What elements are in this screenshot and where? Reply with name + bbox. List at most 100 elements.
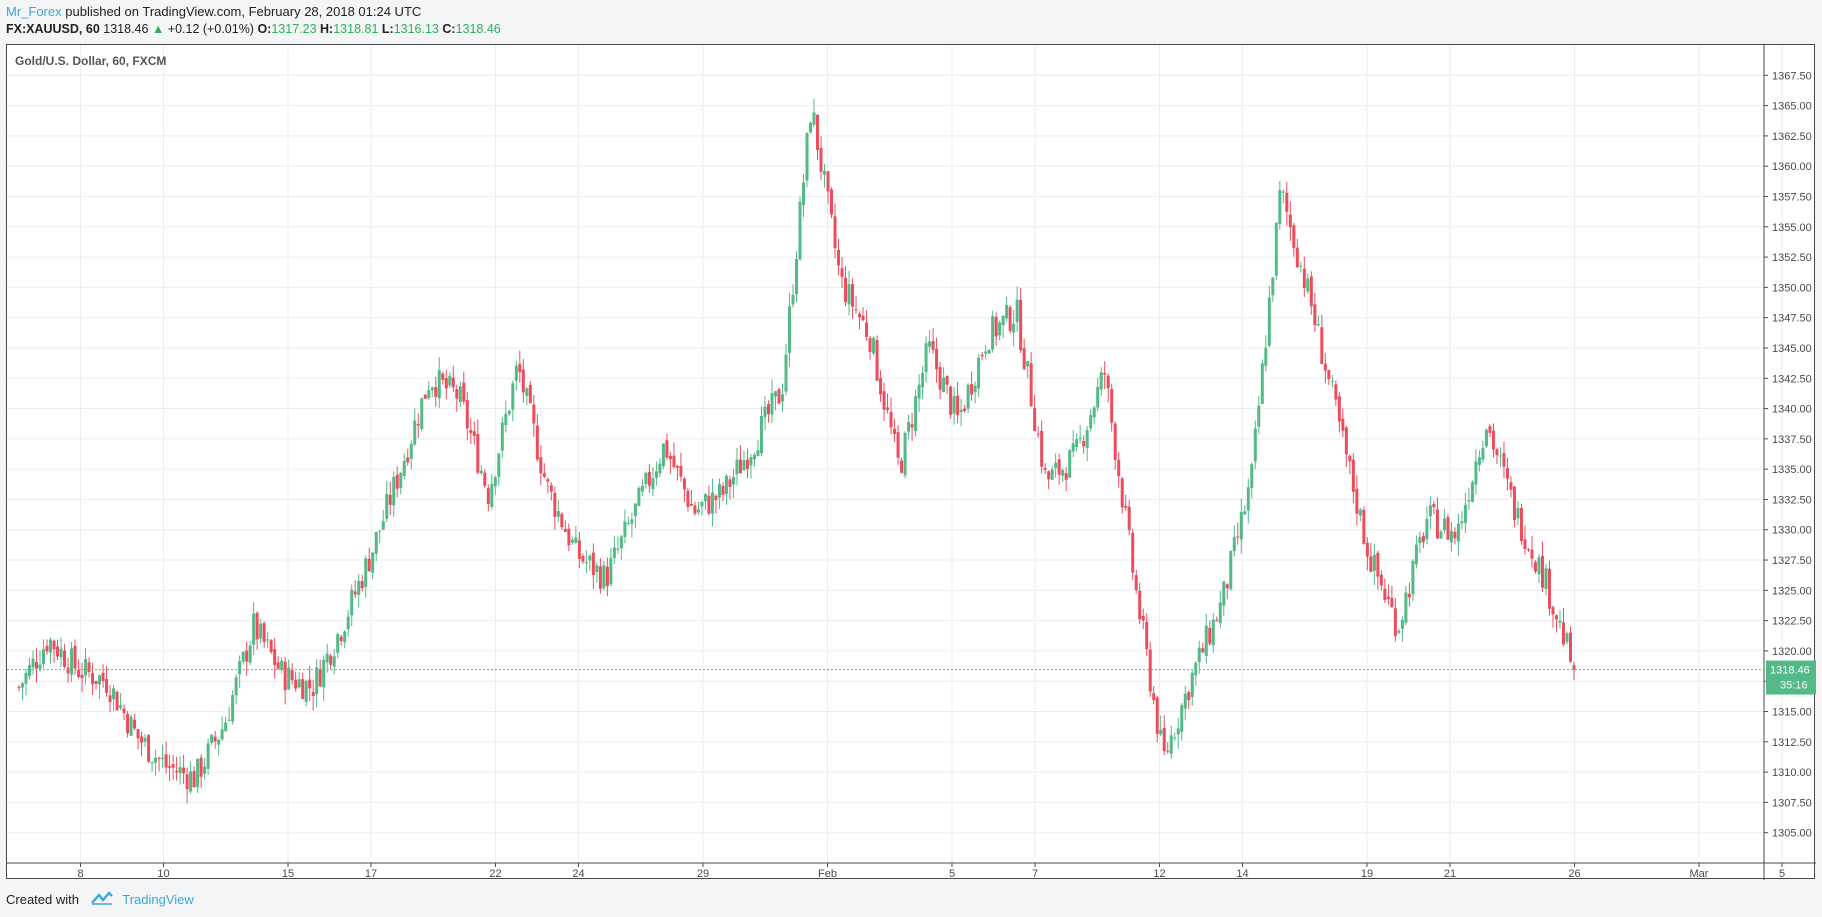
candle-body <box>1292 225 1296 248</box>
candle-body <box>1148 649 1152 692</box>
candle-body <box>469 429 473 434</box>
candle-body <box>126 714 130 734</box>
candle-body <box>630 519 634 524</box>
candle-body <box>858 313 862 318</box>
candle-body <box>1201 648 1205 653</box>
candle-body <box>1502 453 1506 467</box>
author-link[interactable]: Mr_Forex <box>6 4 62 19</box>
candle-body <box>1019 299 1023 351</box>
candle-body <box>1302 268 1306 288</box>
candle-body <box>420 398 424 429</box>
candle-body <box>626 523 630 525</box>
time-axis[interactable]: 8 10 15 17 22 24 29 Feb 5 7 12 14 19 21 26 Mar 5 <box>77 863 1785 880</box>
candle-body <box>998 322 1002 336</box>
candle-body <box>472 431 476 437</box>
candle-body <box>486 488 490 505</box>
price-tick-label: 1357.50 <box>1772 191 1812 203</box>
candle-body <box>598 566 602 589</box>
candle-body <box>77 670 81 677</box>
price-tick-label: 1345.00 <box>1772 343 1812 355</box>
candle-body <box>1036 433 1040 435</box>
candle-body <box>451 377 455 388</box>
candle-body <box>689 503 693 506</box>
candle-body <box>640 485 644 492</box>
candle-body <box>1544 568 1548 589</box>
candle-body <box>1348 455 1352 462</box>
candle-body <box>1239 512 1243 540</box>
candle-body <box>406 457 410 463</box>
candle-body <box>1316 324 1320 326</box>
price-tick-label: 1310.00 <box>1772 767 1812 779</box>
tradingview-link[interactable]: TradingView <box>122 892 194 907</box>
candle-body <box>1533 562 1537 572</box>
candle-body <box>315 667 319 695</box>
candle-body <box>248 645 252 663</box>
candle-body <box>991 316 995 350</box>
chart-frame[interactable]: 1305.001307.501310.001312.501315.001317.… <box>6 44 1816 880</box>
candle-body <box>721 485 725 495</box>
candle-body <box>199 757 203 777</box>
candle-body <box>1470 482 1474 502</box>
time-tick-label: 5 <box>1779 868 1785 880</box>
candle-body <box>1057 459 1061 475</box>
candle-body <box>1033 408 1037 432</box>
price-axis[interactable]: 1305.001307.501310.001312.501315.001317.… <box>1764 70 1812 840</box>
last-price: 1318.46 <box>103 22 149 36</box>
candle-body <box>273 648 277 666</box>
candle-body <box>651 478 655 490</box>
candle-body <box>154 757 158 763</box>
candle-body <box>259 623 263 639</box>
candle-body <box>1477 457 1481 465</box>
candle-body <box>1117 459 1121 477</box>
time-tick-label: Mar <box>1690 868 1709 880</box>
price-tick-label: 1342.50 <box>1772 373 1812 385</box>
time-tick-label: 8 <box>77 868 83 880</box>
candle-body <box>1138 590 1142 620</box>
candle-body <box>108 695 112 702</box>
candle-body <box>392 476 396 506</box>
candle-body <box>1005 305 1009 319</box>
candle-body <box>1113 423 1117 460</box>
candlestick-chart[interactable]: 1305.001307.501310.001312.501315.001317.… <box>7 45 1816 880</box>
tradingview-logo-icon[interactable] <box>90 890 113 911</box>
candle-body <box>1320 327 1324 364</box>
candle-body <box>238 661 242 675</box>
candle-body <box>1299 265 1303 267</box>
price-tick-label: 1305.00 <box>1772 828 1812 840</box>
candle-body <box>935 348 939 370</box>
candle-body <box>458 386 462 403</box>
candle-body <box>287 667 291 690</box>
candle-body <box>703 493 707 502</box>
change-value: +0.12 (+0.01%) <box>167 22 254 36</box>
candle-body <box>129 716 133 736</box>
candle-body <box>1260 363 1264 404</box>
candle-body <box>413 420 417 445</box>
candle-body <box>385 494 389 519</box>
candle-body <box>847 284 851 305</box>
candle-body <box>294 679 298 689</box>
candle-body <box>1068 450 1072 478</box>
candle-body <box>752 454 756 460</box>
candle-body <box>483 472 487 486</box>
candle-body <box>175 770 179 773</box>
candle-body <box>1092 407 1096 418</box>
candle-body <box>1341 418 1345 431</box>
up-arrow-icon: ▲ <box>151 22 165 36</box>
candle-body <box>633 503 637 517</box>
candle-body <box>795 259 798 295</box>
candle-body <box>49 639 53 653</box>
candle-body <box>1495 449 1499 456</box>
candle-body <box>1197 647 1201 663</box>
candle-body <box>1229 550 1233 590</box>
candle-body <box>872 337 876 354</box>
candle-body <box>805 133 809 181</box>
candle-body <box>185 774 189 790</box>
candle-body <box>1425 519 1429 540</box>
candle-body <box>938 367 942 390</box>
candle-body <box>952 396 956 414</box>
candle-body <box>532 404 536 424</box>
candle-body <box>1456 523 1460 542</box>
candle-body <box>70 648 74 675</box>
candle-body <box>567 528 571 546</box>
time-tick-label: 10 <box>157 868 169 880</box>
